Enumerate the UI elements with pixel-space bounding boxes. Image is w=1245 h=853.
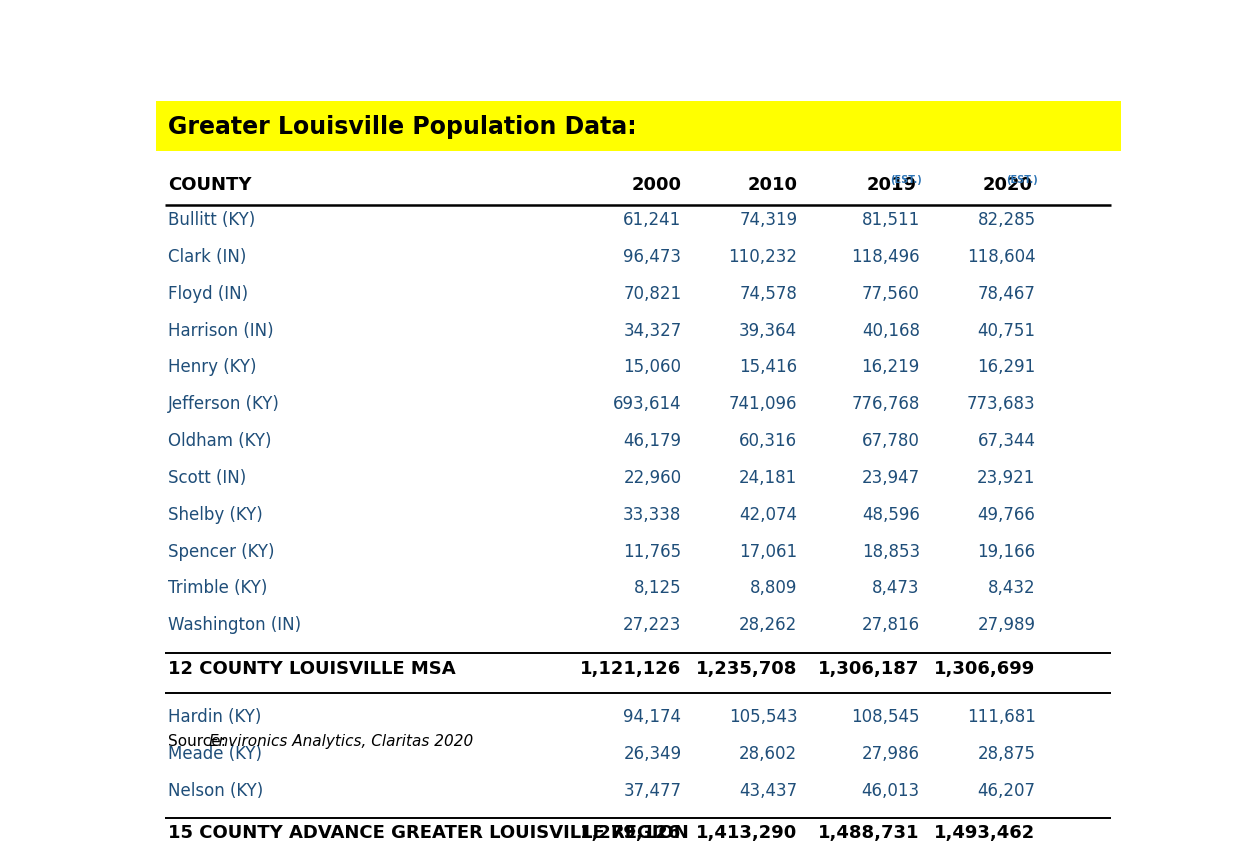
- Text: Greater Louisville Population Data:: Greater Louisville Population Data:: [168, 115, 636, 139]
- Text: 15,060: 15,060: [624, 358, 681, 376]
- Text: 16,291: 16,291: [977, 358, 1036, 376]
- Text: 77,560: 77,560: [862, 285, 920, 303]
- Text: 81,511: 81,511: [862, 211, 920, 229]
- Text: 96,473: 96,473: [624, 247, 681, 265]
- Text: Shelby (KY): Shelby (KY): [168, 505, 263, 523]
- Text: 15 COUNTY ADVANCE GREATER LOUISVILLE REGION: 15 COUNTY ADVANCE GREATER LOUISVILLE REG…: [168, 823, 688, 841]
- Text: Nelson (KY): Nelson (KY): [168, 781, 264, 799]
- Text: 693,614: 693,614: [613, 395, 681, 413]
- Text: 60,316: 60,316: [740, 432, 797, 450]
- Text: Source:: Source:: [168, 734, 230, 748]
- Text: 33,338: 33,338: [622, 505, 681, 523]
- Text: 42,074: 42,074: [740, 505, 797, 523]
- Text: (EST.): (EST.): [1006, 175, 1037, 185]
- Text: 94,174: 94,174: [624, 707, 681, 725]
- Text: 67,780: 67,780: [862, 432, 920, 450]
- Text: 27,223: 27,223: [622, 616, 681, 634]
- Text: 15,416: 15,416: [740, 358, 797, 376]
- Text: 61,241: 61,241: [624, 211, 681, 229]
- Text: 8,809: 8,809: [749, 578, 797, 597]
- Text: (EST.): (EST.): [890, 175, 921, 185]
- Text: 46,207: 46,207: [977, 781, 1036, 799]
- Text: 37,477: 37,477: [624, 781, 681, 799]
- Text: 26,349: 26,349: [624, 745, 681, 763]
- Text: 78,467: 78,467: [977, 285, 1036, 303]
- Text: 23,921: 23,921: [977, 468, 1036, 486]
- Text: 111,681: 111,681: [966, 707, 1036, 725]
- Text: Scott (IN): Scott (IN): [168, 468, 247, 486]
- Text: Spencer (KY): Spencer (KY): [168, 542, 275, 560]
- Text: 27,986: 27,986: [862, 745, 920, 763]
- Text: 8,125: 8,125: [634, 578, 681, 597]
- Text: 2000: 2000: [631, 176, 681, 194]
- Text: Bullitt (KY): Bullitt (KY): [168, 211, 255, 229]
- Text: 1,279,126: 1,279,126: [580, 823, 681, 841]
- Text: 2020: 2020: [982, 176, 1032, 194]
- Text: 46,013: 46,013: [862, 781, 920, 799]
- Text: 24,181: 24,181: [740, 468, 797, 486]
- Text: 46,179: 46,179: [624, 432, 681, 450]
- Text: 74,578: 74,578: [740, 285, 797, 303]
- Text: 118,496: 118,496: [852, 247, 920, 265]
- Text: 110,232: 110,232: [728, 247, 797, 265]
- Text: 1,306,187: 1,306,187: [818, 659, 920, 677]
- Text: 27,989: 27,989: [977, 616, 1036, 634]
- Text: 39,364: 39,364: [740, 322, 797, 339]
- Text: 34,327: 34,327: [624, 322, 681, 339]
- Text: 19,166: 19,166: [977, 542, 1036, 560]
- Text: 12 COUNTY LOUISVILLE MSA: 12 COUNTY LOUISVILLE MSA: [168, 659, 456, 677]
- Text: 27,816: 27,816: [862, 616, 920, 634]
- Text: Environics Analytics, Claritas 2020: Environics Analytics, Claritas 2020: [209, 734, 473, 748]
- Text: 8,473: 8,473: [873, 578, 920, 597]
- Text: 43,437: 43,437: [740, 781, 797, 799]
- Text: Hardin (KY): Hardin (KY): [168, 707, 261, 725]
- Text: 1,488,731: 1,488,731: [818, 823, 920, 841]
- Text: Harrison (IN): Harrison (IN): [168, 322, 274, 339]
- Text: COUNTY: COUNTY: [168, 176, 251, 194]
- Text: Clark (IN): Clark (IN): [168, 247, 247, 265]
- Text: 82,285: 82,285: [977, 211, 1036, 229]
- Text: 1,235,708: 1,235,708: [696, 659, 797, 677]
- Text: 40,751: 40,751: [977, 322, 1036, 339]
- Text: 8,432: 8,432: [989, 578, 1036, 597]
- Text: 74,319: 74,319: [740, 211, 797, 229]
- Text: 1,413,290: 1,413,290: [696, 823, 797, 841]
- Text: 108,545: 108,545: [852, 707, 920, 725]
- Text: 28,602: 28,602: [740, 745, 797, 763]
- Text: 16,219: 16,219: [862, 358, 920, 376]
- Text: Meade (KY): Meade (KY): [168, 745, 263, 763]
- Text: 48,596: 48,596: [862, 505, 920, 523]
- Text: Floyd (IN): Floyd (IN): [168, 285, 248, 303]
- Text: Trimble (KY): Trimble (KY): [168, 578, 268, 597]
- Text: 11,765: 11,765: [624, 542, 681, 560]
- Text: 40,168: 40,168: [862, 322, 920, 339]
- Text: 118,604: 118,604: [967, 247, 1036, 265]
- Text: 741,096: 741,096: [728, 395, 797, 413]
- Text: 49,766: 49,766: [977, 505, 1036, 523]
- Text: 2019: 2019: [867, 176, 916, 194]
- Text: 1,493,462: 1,493,462: [934, 823, 1036, 841]
- Text: 28,875: 28,875: [977, 745, 1036, 763]
- Text: Washington (IN): Washington (IN): [168, 616, 301, 634]
- Text: 18,853: 18,853: [862, 542, 920, 560]
- Text: 2010: 2010: [747, 176, 797, 194]
- FancyBboxPatch shape: [156, 102, 1120, 152]
- Text: 1,121,126: 1,121,126: [580, 659, 681, 677]
- Text: 67,344: 67,344: [977, 432, 1036, 450]
- Text: 70,821: 70,821: [624, 285, 681, 303]
- Text: 28,262: 28,262: [740, 616, 797, 634]
- Text: Jefferson (KY): Jefferson (KY): [168, 395, 280, 413]
- Text: 22,960: 22,960: [624, 468, 681, 486]
- Text: 1,306,699: 1,306,699: [934, 659, 1036, 677]
- Text: 105,543: 105,543: [728, 707, 797, 725]
- Text: Oldham (KY): Oldham (KY): [168, 432, 271, 450]
- Text: 17,061: 17,061: [740, 542, 797, 560]
- Text: 776,768: 776,768: [852, 395, 920, 413]
- Text: 23,947: 23,947: [862, 468, 920, 486]
- Text: 773,683: 773,683: [967, 395, 1036, 413]
- Text: Henry (KY): Henry (KY): [168, 358, 256, 376]
